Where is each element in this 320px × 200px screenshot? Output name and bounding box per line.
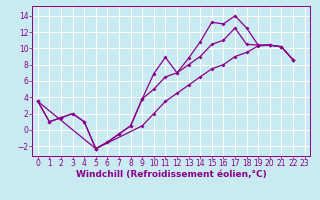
- X-axis label: Windchill (Refroidissement éolien,°C): Windchill (Refroidissement éolien,°C): [76, 170, 267, 179]
